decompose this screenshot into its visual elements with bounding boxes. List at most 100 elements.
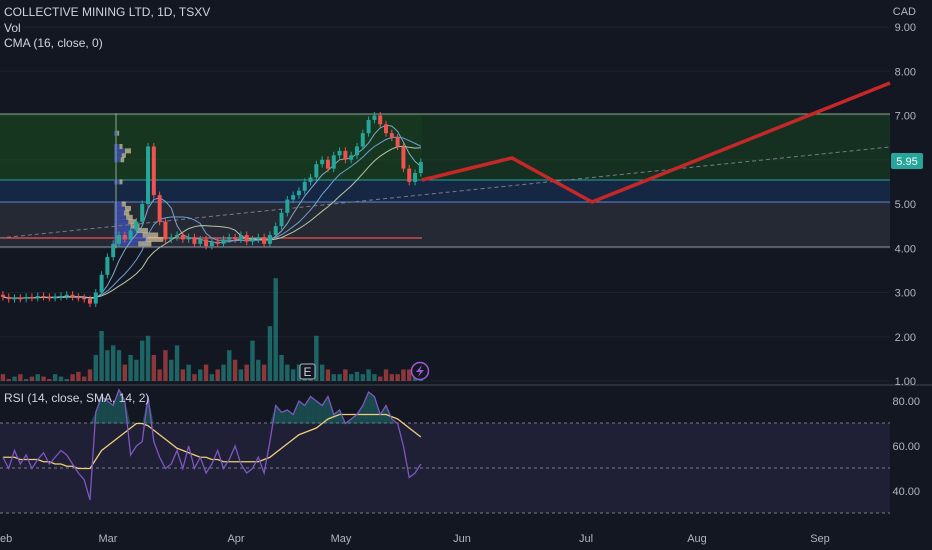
rsi-overbought-area — [113, 389, 119, 424]
price-axis[interactable]: 9.008.007.006.005.004.003.002.001.00 — [895, 22, 916, 388]
time-tick-label: Aug — [687, 533, 707, 545]
volume-bar — [58, 376, 64, 381]
volume-profile-bar-secondary — [120, 157, 125, 163]
candle — [273, 222, 278, 239]
volume-bar — [331, 374, 336, 381]
price-pane[interactable]: E COLLECTIVE MINING LTD, 1D, TSXV Vol CM… — [0, 5, 891, 382]
volume-bars — [0, 278, 424, 381]
rsi-tick-label: 60.00 — [892, 441, 920, 453]
candle — [6, 293, 11, 303]
volume-bar — [23, 379, 29, 381]
vol-indicator-label[interactable]: Vol — [4, 21, 21, 35]
candle — [35, 292, 40, 302]
candle — [134, 218, 139, 235]
candle — [64, 291, 69, 300]
volume-profile-bar — [114, 210, 124, 216]
middle-zone — [0, 180, 890, 202]
time-tick-label: Jul — [579, 533, 593, 545]
volume-bar — [256, 359, 261, 381]
candle — [151, 142, 156, 199]
rsi-overbought-area — [269, 405, 276, 424]
projection-path[interactable] — [421, 81, 891, 204]
rsi-tick-label: 80.00 — [892, 396, 920, 408]
candle — [76, 293, 81, 302]
volume-profile-bar-secondary — [121, 152, 126, 158]
candle — [93, 288, 98, 308]
volume-profile-bar — [114, 219, 129, 225]
volume-profile-bar — [114, 223, 131, 229]
volume-bar — [151, 355, 157, 381]
price-tick-label: 8.00 — [895, 66, 916, 78]
candle — [180, 231, 185, 243]
volume-bar — [343, 369, 348, 381]
earnings-marker[interactable]: E — [299, 363, 316, 380]
volume-bar — [348, 374, 354, 381]
candle — [291, 191, 296, 204]
candle — [12, 294, 17, 303]
price-badge-value: 5.95 — [896, 156, 917, 168]
rsi-indicator-label[interactable]: RSI (14, close, SMA, 14, 2) — [4, 391, 149, 405]
candle — [354, 142, 359, 159]
candle — [337, 147, 342, 159]
candle — [41, 292, 46, 301]
volume-bar — [360, 374, 365, 381]
volume-profile-bar — [114, 143, 120, 149]
volume-bar — [47, 379, 52, 381]
price-tick-label: 1.00 — [895, 376, 916, 388]
cma-indicator-label[interactable]: CMA (16, close, 0) — [4, 36, 103, 50]
time-tick-label: Mar — [99, 533, 118, 545]
rsi-overbought-area — [142, 396, 149, 424]
volume-bar — [296, 364, 302, 381]
candle — [244, 231, 249, 246]
volume-bar — [395, 374, 400, 381]
candle — [413, 169, 418, 186]
volume-bar — [314, 335, 319, 381]
volume-bar — [378, 376, 383, 381]
rsi-pane[interactable]: RSI (14, close, SMA, 14, 2) — [0, 388, 890, 514]
candle — [128, 227, 133, 243]
volume-bar — [64, 379, 69, 381]
candle — [58, 292, 63, 301]
currency-label: CAD — [893, 6, 916, 18]
candle — [296, 187, 301, 199]
volume-bar — [18, 374, 23, 381]
volume-bar — [227, 350, 232, 381]
volume-bar — [81, 376, 87, 381]
symbol-title[interactable]: COLLECTIVE MINING LTD, 1D, TSXV — [4, 5, 210, 19]
candle — [70, 291, 75, 301]
time-axis[interactable]: eb Mar Apr May Jun Jul Aug Sep — [0, 533, 830, 545]
volume-bar — [250, 340, 255, 381]
volume-bar — [273, 278, 278, 381]
rsi-overbought-area — [107, 401, 114, 424]
candle — [140, 200, 145, 226]
candle — [175, 231, 180, 241]
volume-profile-bar — [114, 157, 121, 163]
candlesticks — [0, 111, 423, 308]
volume-bar — [93, 355, 98, 381]
volume-bar — [372, 374, 377, 381]
volume-profile-bar — [114, 201, 122, 207]
candle — [349, 151, 354, 164]
candle — [325, 156, 330, 173]
lightning-icon[interactable] — [410, 361, 430, 381]
price-tick-label: 5.00 — [895, 199, 916, 211]
volume-bar — [70, 374, 75, 381]
volume-bar — [180, 369, 186, 381]
time-tick-label: Apr — [227, 533, 244, 545]
volume-bar — [192, 374, 197, 381]
volume-bar — [238, 369, 244, 381]
volume-profile-bar — [114, 152, 122, 158]
volume-bar — [0, 374, 6, 381]
candle — [157, 191, 162, 226]
rsi-axis[interactable]: 80.00 60.00 40.00 — [892, 396, 920, 498]
volume-bar — [52, 374, 58, 381]
candle — [198, 235, 203, 248]
rsi-overbought-area — [95, 396, 102, 424]
earnings-marker-label: E — [303, 365, 311, 379]
volume-bar — [116, 350, 122, 381]
volume-bar — [169, 359, 174, 381]
candle — [87, 295, 92, 308]
upper-zone — [0, 114, 422, 180]
volume-bar — [232, 359, 238, 381]
